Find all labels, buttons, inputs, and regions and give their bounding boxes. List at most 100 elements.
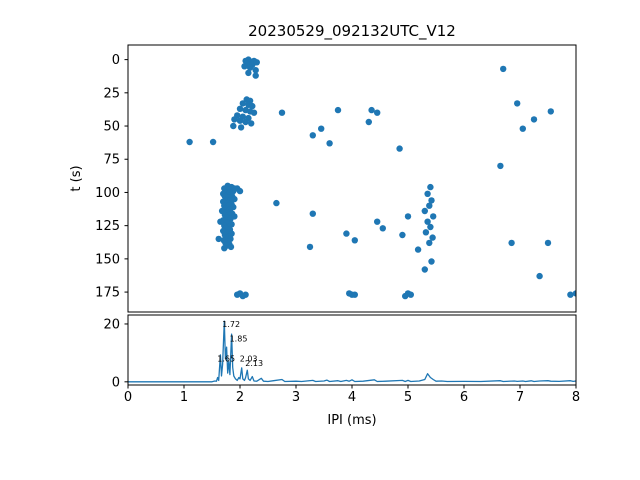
data-point — [326, 140, 333, 147]
data-point — [497, 162, 504, 170]
data-point — [217, 218, 224, 225]
data-point — [241, 63, 248, 70]
x-tick-label: 2 — [236, 390, 244, 405]
data-point — [414, 246, 422, 253]
data-point — [365, 118, 372, 126]
x-tick-label: 6 — [460, 390, 468, 405]
data-point — [318, 125, 325, 132]
data-point — [429, 234, 436, 241]
plot-area: 1.72 1.85 1.65 2.032.13 0 1 2 3 4 5 6 7 8 0 25 50 75 100 1… — [95, 44, 580, 405]
data-point — [427, 183, 434, 191]
data-point — [246, 64, 254, 71]
y-tick-label: 75 — [103, 153, 120, 168]
y-tick-label: 0 — [112, 375, 120, 390]
y-tick-label: 125 — [95, 219, 120, 234]
y-tick-label: 100 — [95, 186, 120, 201]
data-point — [379, 225, 386, 232]
axis-ticks: 0 1 2 3 4 5 6 7 8 0 25 50 75 100 125 150 175 0 20 — [95, 53, 580, 405]
x-tick-label: 1 — [180, 390, 188, 405]
data-point — [404, 213, 412, 220]
data-point — [309, 210, 316, 217]
data-point — [424, 190, 431, 197]
data-point — [252, 72, 259, 79]
data-point — [221, 245, 228, 252]
figure-title: 20230529_092132UTC_V12 — [248, 22, 456, 41]
data-point — [334, 106, 342, 114]
data-point — [249, 102, 256, 110]
data-point — [273, 199, 280, 207]
data-point — [309, 132, 316, 139]
y-tick-label: 150 — [95, 252, 120, 267]
data-point — [572, 290, 576, 297]
data-point — [547, 108, 554, 115]
y-tick-label: 0 — [112, 53, 120, 68]
data-point — [536, 272, 543, 280]
data-point — [407, 291, 414, 298]
data-point — [239, 100, 246, 107]
data-point — [500, 65, 507, 73]
peak-annotations: 1.72 1.85 1.65 2.032.13 — [217, 320, 263, 368]
data-point — [230, 122, 237, 130]
data-point — [368, 106, 375, 114]
data-point — [236, 187, 244, 195]
data-point — [424, 218, 431, 225]
data-point — [428, 258, 435, 265]
x-axis-label: IPI (ms) — [327, 413, 376, 428]
data-point — [242, 118, 249, 126]
data-point — [215, 235, 222, 243]
x-tick-label: 5 — [404, 390, 412, 405]
data-point — [426, 202, 433, 209]
data-point — [242, 291, 249, 298]
data-point — [343, 230, 350, 237]
data-point — [530, 116, 538, 123]
histogram-line — [128, 320, 576, 383]
data-point — [519, 125, 526, 132]
data-point — [567, 291, 574, 298]
data-point — [231, 116, 238, 123]
data-point — [421, 266, 428, 273]
data-point — [351, 291, 358, 298]
peak-label: 1.72 — [222, 320, 240, 329]
scatter-points — [186, 56, 576, 300]
data-point — [544, 239, 552, 247]
y-axis-label: t (s) — [69, 165, 84, 191]
data-point — [245, 69, 252, 77]
peak-label: 1.65 — [217, 355, 235, 364]
data-point — [236, 117, 244, 124]
data-point — [186, 138, 193, 146]
data-point — [250, 109, 258, 116]
x-tick-label: 7 — [516, 390, 524, 405]
data-point — [514, 100, 521, 107]
data-point — [426, 239, 433, 247]
data-point — [427, 223, 434, 231]
x-tick-label: 3 — [292, 390, 300, 405]
data-point — [227, 243, 235, 251]
y-tick-label: 20 — [103, 317, 120, 332]
x-tick-label: 0 — [124, 390, 132, 405]
data-point — [508, 239, 515, 247]
data-point — [396, 145, 403, 152]
y-tick-label: 50 — [103, 120, 120, 135]
data-point — [237, 124, 245, 131]
data-point — [248, 120, 255, 127]
data-point — [209, 138, 217, 146]
data-point — [253, 59, 260, 66]
peak-label: 2.03 — [240, 355, 258, 364]
x-tick-label: 8 — [572, 390, 580, 405]
data-point — [399, 231, 406, 239]
data-point — [428, 197, 435, 204]
data-point — [252, 67, 259, 74]
y-tick-label: 25 — [103, 86, 120, 101]
data-point — [374, 218, 381, 225]
data-point — [351, 237, 358, 244]
data-point — [374, 109, 381, 116]
data-point — [306, 243, 314, 251]
data-point — [421, 207, 428, 215]
data-point — [236, 105, 244, 113]
x-tick-label: 4 — [348, 390, 356, 405]
data-point — [430, 213, 437, 220]
y-tick-label: 175 — [95, 286, 120, 301]
